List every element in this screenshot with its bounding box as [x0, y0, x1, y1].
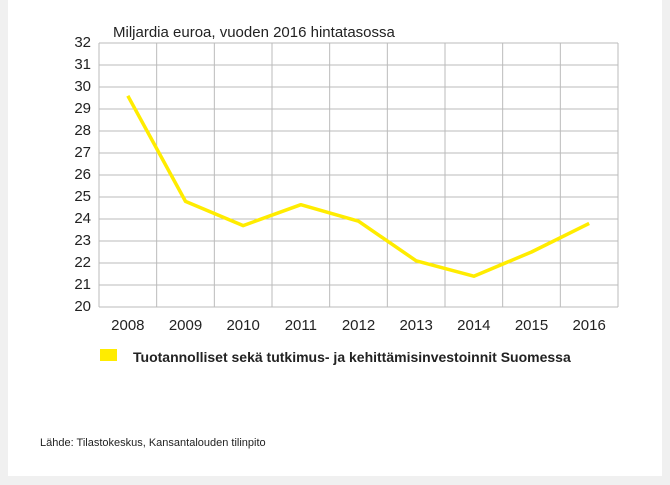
chart-title: Miljardia euroa, vuoden 2016 hintatasoss… — [113, 24, 396, 41]
y-tick-label: 31 — [74, 56, 91, 73]
y-tick-label: 27 — [74, 144, 91, 161]
x-tick-label: 2014 — [457, 317, 490, 334]
y-tick-label: 24 — [74, 210, 91, 227]
legend-label: Tuotannolliset sekä tutkimus- ja kehittä… — [133, 349, 571, 365]
y-tick-label: 26 — [74, 166, 91, 183]
source-note: Lähde: Tilastokeskus, Kansantalouden til… — [40, 437, 266, 449]
x-tick-label: 2011 — [285, 317, 317, 334]
y-tick-label: 32 — [74, 34, 91, 51]
x-tick-label: 2016 — [572, 317, 605, 334]
y-tick-label: 29 — [74, 100, 91, 117]
y-tick-label: 21 — [74, 276, 91, 293]
x-tick-label: 2012 — [342, 317, 375, 334]
card — [8, 0, 662, 476]
x-tick-label: 2008 — [111, 317, 144, 334]
data-line — [126, 94, 590, 278]
x-tick-label: 2013 — [399, 317, 432, 334]
y-tick-label: 30 — [74, 78, 91, 95]
y-tick-label: 28 — [74, 122, 91, 139]
y-tick-label: 23 — [74, 232, 91, 249]
y-tick-label: 25 — [74, 188, 91, 205]
legend-swatch — [100, 349, 117, 361]
x-tick-label: 2010 — [226, 317, 259, 334]
x-tick-label: 2009 — [169, 317, 202, 334]
y-tick-label: 20 — [74, 298, 91, 315]
x-tick-label: 2015 — [515, 317, 548, 334]
y-tick-label: 22 — [74, 254, 91, 271]
